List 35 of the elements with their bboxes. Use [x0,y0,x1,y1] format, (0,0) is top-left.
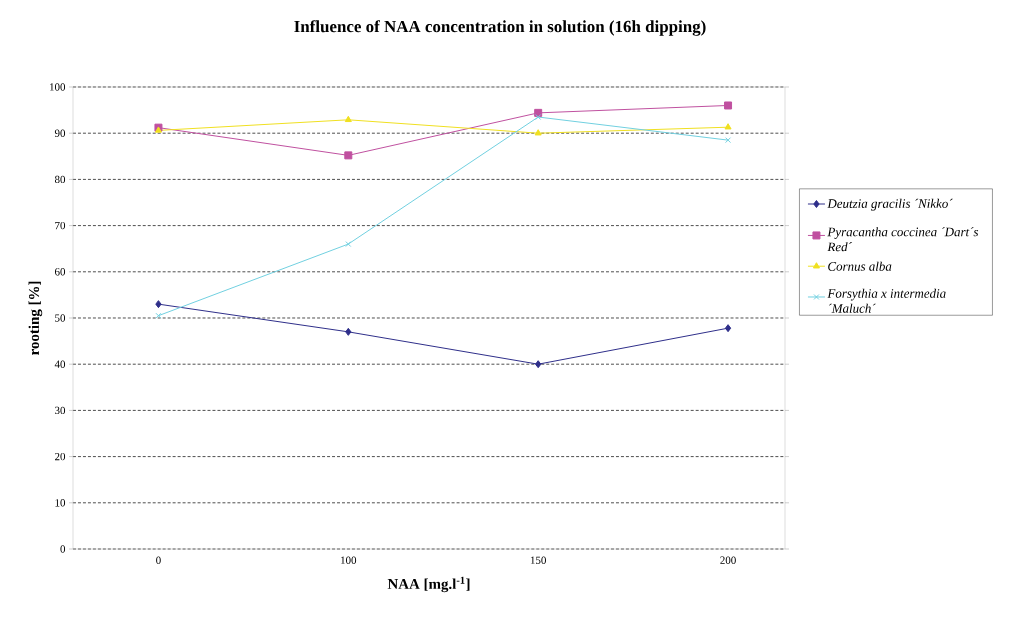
x-tick-label: 150 [530,556,546,564]
point [534,129,542,136]
point [344,151,353,160]
y-tick-label: 60 [54,268,66,276]
y-tick-label: 100 [50,83,66,91]
point [345,241,352,248]
y-tick-label: 0 [60,545,66,553]
y-axis-title: rooting [%] [28,281,43,356]
point [535,360,542,369]
point [155,300,162,309]
x-tick-label: 0 [156,556,161,564]
y-tick-label: 10 [55,499,66,507]
legend-label: Cornus alba [828,261,892,271]
point [725,137,732,144]
y-tick-label: 40 [54,360,66,368]
y-tick-label: 90 [54,129,66,137]
point [724,123,732,130]
legend-label: Deutzia gracilis ´Nikko´ [827,198,953,211]
y-tick-label: 20 [55,452,66,461]
y-tick-label: 50 [55,314,66,322]
point [724,324,732,333]
point [344,115,352,123]
point [155,312,162,319]
y-tick-label: 30 [55,406,66,415]
x-tick-label: 100 [341,556,357,564]
legend-label: Pyracantha coccinea ´Dart´s Red´ [827,227,979,252]
y-tick-label: 80 [54,175,66,184]
point [345,327,352,336]
legend-label: Forsythia x intermedia ´Maluch´ [827,288,946,313]
point [724,101,733,110]
x-tick-label: 200 [720,556,736,564]
point [535,114,542,120]
chart-title: Influence of NAA concentration in solution (16h dipping) [294,20,706,36]
x-axis-title: NAA [mg.l$^{-1}$] [387,576,470,593]
y-tick-label: 70 [55,221,66,230]
